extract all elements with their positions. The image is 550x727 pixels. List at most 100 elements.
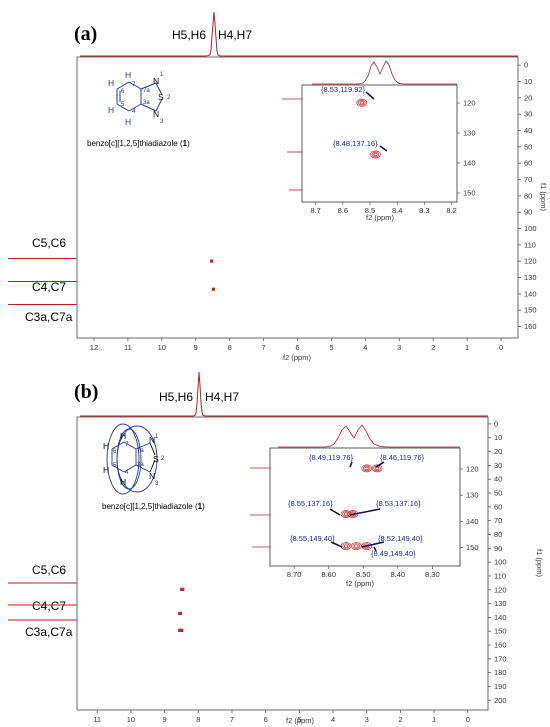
y-tick-label-a-16: 160 [524,322,537,331]
inset-x-ticks-b: 8.70 8.60 8.50 8.40 8.30 [287,566,440,579]
x-tick-label-b-11: 0 [466,715,470,724]
y-tick-label-a-12: 120 [524,257,537,266]
x-tick-label-b-4: 7 [230,715,234,724]
inset-x-tick-label-b-0: 8.70 [287,570,302,579]
inset-peak-contour-a-1-2 [373,152,378,157]
peak-annotation-b-6: {8.52,149.40} [378,534,423,543]
y-tick-label-b-4: 40 [494,475,502,484]
y-tick-label-b-5: 50 [494,489,502,498]
cross-peak-a-1 [211,287,215,291]
inset-x-tick-label-a-2: 8.5 [365,206,375,215]
svg-text:H: H [103,441,109,451]
inset-y-tick-label-b-3: 150 [466,543,479,552]
peak-annotation-b-2: {8.46,119.76} [380,453,425,462]
svg-text:4: 4 [132,109,136,115]
panel-b: (b) H5,H6 H4,H7 C5,C6 C4,C7 C3a,C7a 11 10… [8,371,544,725]
peak-arrow-b-3 [329,508,341,516]
svg-text:H: H [103,465,109,475]
inset-y-tick-label-a-2: 140 [463,159,476,168]
y-tick-label-b-0: 0 [494,419,498,428]
y-tick-label-a-0: 0 [524,61,528,70]
inset-x-axis-label-b: f2 (ppm) [346,579,374,588]
c-proj-label-c5c6-a: C5,C6 [32,236,66,250]
svg-text:N: N [149,435,155,445]
h-proj-label-h4h7-a: H4,H7 [218,28,252,42]
x-tick-label-b-9: 2 [398,715,402,724]
y-tick-label-a-10: 100 [524,224,537,233]
inset-y-ticks-a: 120 130 140 150 [457,99,476,198]
svg-text:1: 1 [155,434,159,440]
panel-label-a: (a) [74,23,97,45]
x-tick-label-a-8: 4 [363,343,367,352]
panel-a: (a) H5,H6 H4,H7 C5,C6 C4,C7 C3a,C7a 12 11… [8,11,548,362]
inset-peak-contour-b-0-0 [361,464,373,473]
cross-peak-b-1 [181,587,185,592]
svg-text:H: H [108,105,114,115]
svg-text:7a: 7a [137,448,144,454]
y-tick-label-a-15: 150 [524,306,537,315]
peak-annotation-a-2: {8.48,137.16} [333,139,378,148]
inset-h1-projection-b [278,424,460,448]
inset-y-tick-label-a-3: 150 [463,189,476,198]
x-ticks-b: 11 10 9 8 7 6 5 4 3 2 1 0 [93,710,470,724]
svg-text:H: H [125,70,131,80]
x-tick-label-b-6: 5 [297,715,301,724]
inset-a: 8.7 8.6 8.5 8.4 8.3 8.2 120 130 140 150 f2 (ppm)… [282,60,476,222]
svg-text:3a: 3a [143,100,150,106]
x-tick-label-a-0: 12 [90,343,98,352]
svg-text:6: 6 [113,449,117,455]
y-tick-label-a-5: 50 [524,142,532,151]
svg-text:6: 6 [121,89,125,95]
inset-peak-contour-a-0-0 [356,98,368,107]
x-tick-label-b-5: 6 [264,715,268,724]
molecule-caption-a: benzo[c][1,2,5]thiadiazole (1) [87,139,190,148]
inset-peak-contour-b-5-0 [351,542,362,550]
y-tick-label-a-11: 110 [524,240,536,249]
x-tick-label-a-5: 7 [261,343,265,352]
x-tick-label-a-1: 11 [124,343,132,352]
y-tick-label-a-2: 20 [524,93,532,102]
inset-cross-peaks-a [356,98,381,159]
y-axis-label-b: f1 (ppm) [535,549,544,577]
x-tick-label-b-7: 4 [331,715,335,724]
y-tick-label-a-9: 90 [524,208,532,217]
c-proj-label-c3ac7a-b: C3a,C7a [25,625,73,639]
molecule-caption-b: benzo[c][1,2,5]thiadiazole (1) [102,502,205,511]
inset-cross-peaks-b [340,464,383,550]
x-tick-label-b-1: 10 [127,715,135,724]
inset-peak-contour-a-1-0 [370,150,381,159]
y-tick-label-b-11: 110 [494,571,506,580]
x-tick-label-a-10: 2 [431,343,435,352]
inset-peak-contour-b-5-2 [354,544,359,548]
peak-arrow-b-2 [375,461,385,468]
inset-x-tick-label-a-4: 8.3 [419,206,429,215]
svg-text:5: 5 [121,102,125,108]
svg-text:S: S [153,454,159,464]
inset-frame-a [301,84,458,203]
x-axis-label-b: f2 (ppm) [286,716,314,725]
svg-text:S: S [158,92,164,102]
panel-label-b: (b) [74,381,98,403]
y-ticks-a: 0 10 20 30 40 50 60 70 80 90 100 110 120 130 140 150 160 [518,61,537,331]
inset-x-tick-label-a-1: 8.6 [338,206,348,215]
h-proj-label-h5h6-b: H5,H6 [159,390,193,404]
x-tick-label-a-3: 9 [194,343,198,352]
x-tick-label-b-0: 11 [93,715,101,724]
inset-x-tick-label-b-1: 8.60 [321,570,336,579]
svg-text:3: 3 [155,481,159,487]
peak-arrow-a-1 [365,91,375,100]
y-tick-label-b-10: 100 [494,558,507,567]
svg-text:H: H [125,117,131,127]
h-proj-label-h4h7-b: H4,H7 [205,390,239,404]
cross-peak-a-0 [210,259,214,263]
svg-text:N: N [153,76,159,86]
inset-y-tick-label-b-2: 140 [466,517,479,526]
inset-y-tick-label-b-1: 130 [466,491,479,500]
inset-h1-projection-a [312,60,457,85]
y-tick-label-b-8: 80 [494,530,502,539]
inset-peak-contour-b-1-0 [371,464,383,473]
molecule-structure-a: H H H H N S N 7 6 5 4 7a 3a 1 2 3 [108,70,171,127]
peak-arrow-b-6 [361,541,385,548]
svg-text:N: N [149,471,155,481]
